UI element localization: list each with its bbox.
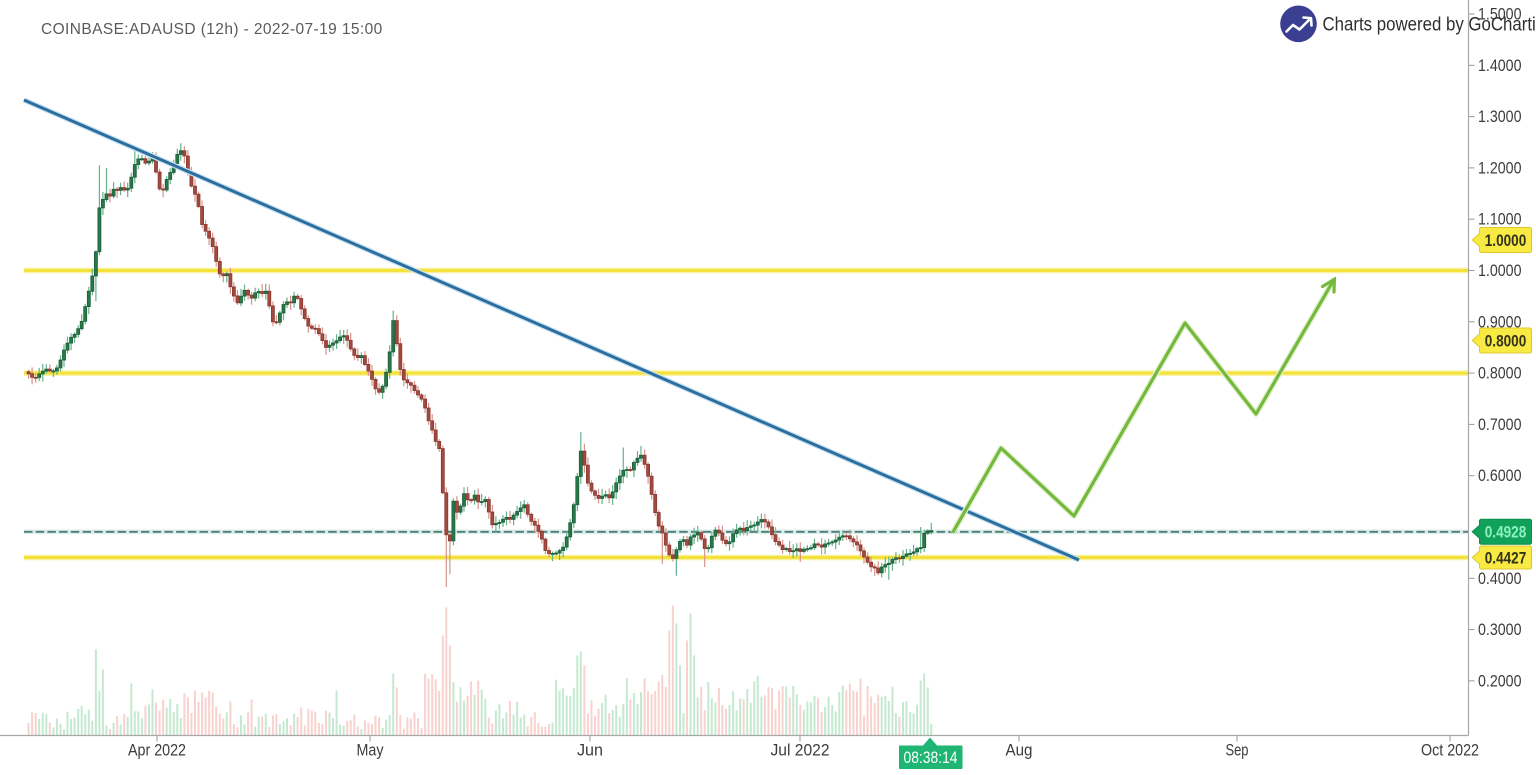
- svg-text:Sep: Sep: [1226, 741, 1249, 760]
- svg-text:0.4928: 0.4928: [1485, 524, 1527, 542]
- svg-text:0.3000: 0.3000: [1478, 620, 1522, 639]
- svg-text:0.9000: 0.9000: [1478, 312, 1522, 331]
- svg-text:1.2000: 1.2000: [1478, 158, 1522, 177]
- svg-text:Aug: Aug: [1006, 741, 1033, 760]
- svg-text:0.8000: 0.8000: [1478, 364, 1522, 383]
- svg-text:Jun: Jun: [577, 741, 603, 760]
- svg-text:0.4427: 0.4427: [1485, 549, 1527, 567]
- svg-text:0.4000: 0.4000: [1478, 569, 1522, 588]
- svg-text:Jul 2022: Jul 2022: [771, 741, 830, 760]
- svg-text:1.5000: 1.5000: [1478, 5, 1522, 24]
- svg-text:1.4000: 1.4000: [1478, 56, 1522, 75]
- svg-text:COINBASE:ADAUSD (12h) - 2022-0: COINBASE:ADAUSD (12h) - 2022-07-19 15:00: [41, 21, 383, 38]
- svg-text:1.0000: 1.0000: [1478, 261, 1522, 280]
- svg-text:08:38:14: 08:38:14: [904, 749, 958, 767]
- svg-text:1.0000: 1.0000: [1485, 232, 1527, 250]
- svg-text:1.3000: 1.3000: [1478, 107, 1522, 126]
- svg-text:0.8000: 0.8000: [1485, 332, 1527, 350]
- svg-text:0.2000: 0.2000: [1478, 671, 1522, 690]
- svg-text:1.1000: 1.1000: [1478, 210, 1522, 229]
- svg-text:Apr 2022: Apr 2022: [128, 741, 186, 760]
- svg-text:Oct 2022: Oct 2022: [1421, 741, 1479, 760]
- svg-text:May: May: [357, 741, 384, 760]
- svg-text:0.7000: 0.7000: [1478, 415, 1522, 434]
- svg-text:Charts powered by GoCharting: Charts powered by GoCharting: [1323, 14, 1536, 36]
- svg-text:0.6000: 0.6000: [1478, 466, 1522, 485]
